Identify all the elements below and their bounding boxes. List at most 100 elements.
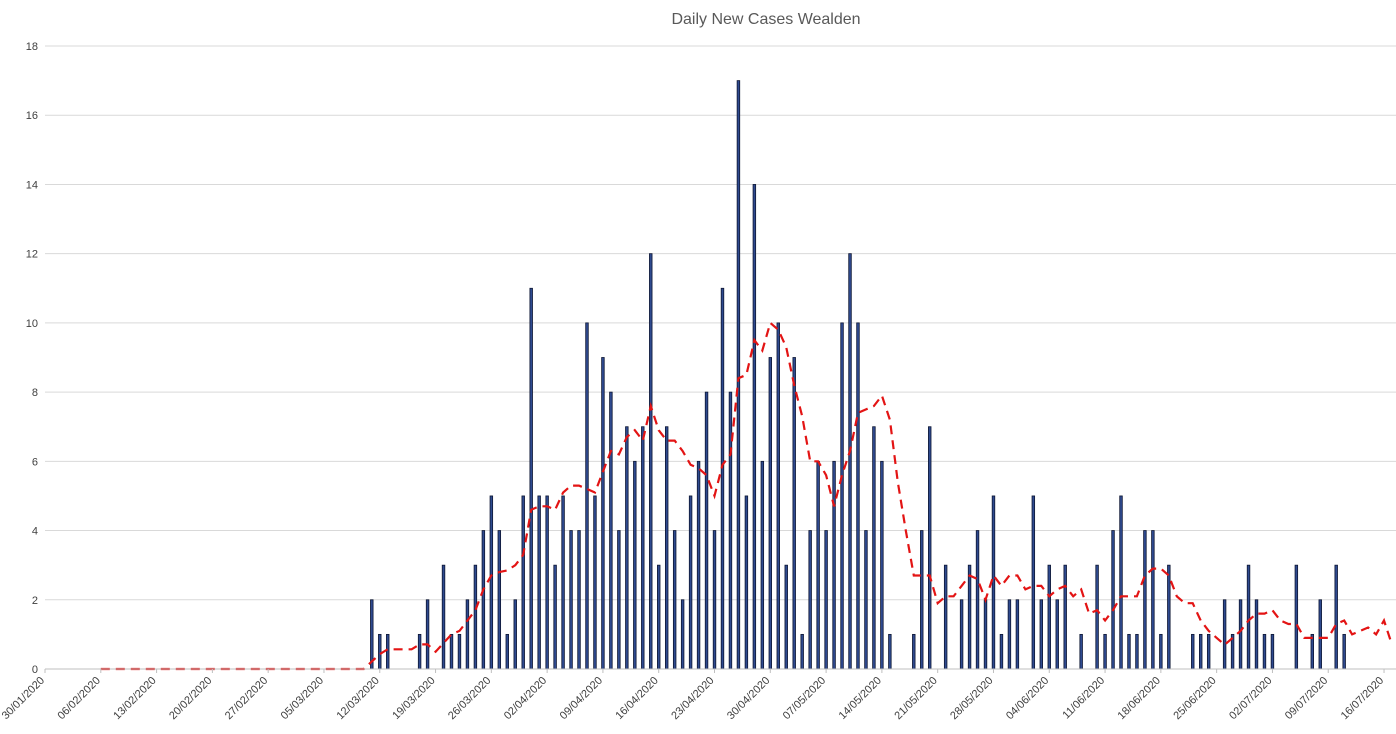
x-tick-label: 11/06/2020 [1060,675,1107,722]
bar [417,633,422,670]
moving-average-series [100,320,1394,671]
y-tick-label: 10 [26,318,38,330]
bar [728,391,733,670]
x-tick-label: 06/02/2020 [55,675,102,722]
x-tick-label: 09/04/2020 [558,675,605,722]
x-tick-label: 09/07/2020 [1283,675,1330,722]
chart-title: Daily New Cases Wealden [671,11,860,28]
bar [505,633,509,670]
bar [378,633,382,670]
bar [744,495,749,670]
bar [967,564,972,670]
bar [720,287,725,670]
bar [696,460,701,670]
x-tick-label: 19/03/2020 [390,675,437,722]
x-tick-label: 30/04/2020 [725,675,772,722]
moving-average-line [100,320,1394,671]
x-tick-label: 18/06/2020 [1116,675,1163,722]
bar [1222,599,1227,670]
bar-series [370,80,1346,670]
bar [768,357,773,670]
x-tick-label: 16/04/2020 [613,675,660,722]
bar [617,530,621,670]
y-tick-label: 6 [32,456,38,468]
bar [864,530,868,670]
bar [609,391,613,670]
bar [386,633,390,670]
x-tick-label: 13/02/2020 [111,675,158,722]
bar [959,599,964,670]
bar [912,633,916,670]
bar [1191,633,1195,670]
bar [672,530,677,670]
bar [465,599,470,670]
bar [983,599,988,670]
bar [441,564,446,670]
bar [999,633,1004,670]
bar [641,426,645,670]
bar [1254,599,1259,670]
x-tick-label: 02/07/2020 [1227,675,1274,722]
bar [1262,633,1267,670]
bar [888,633,892,670]
x-tick-label: 23/04/2020 [669,675,716,722]
bar [649,253,653,670]
x-tick-label: 05/03/2020 [279,675,326,722]
bar [497,530,502,670]
bar [481,530,486,670]
bar [824,530,828,670]
bar [1151,530,1155,670]
x-tick-label: 20/02/2020 [167,675,214,722]
bar [1119,495,1123,670]
bar [1095,564,1099,670]
bar [784,564,788,670]
bar [1063,564,1067,670]
x-tick-label: 16/07/2020 [1339,675,1386,722]
bar [991,495,996,670]
bar [808,530,812,670]
bar [752,184,757,670]
x-tick-label: 30/01/2020 [0,675,47,722]
bar [1167,564,1171,670]
y-tick-label: 0 [32,664,38,676]
x-tick-label: 25/06/2020 [1171,675,1218,722]
x-tick-label: 14/05/2020 [837,675,884,722]
bar [1270,633,1275,670]
bar [457,633,462,670]
bar [657,564,661,670]
bar [1334,564,1338,670]
bar [848,253,852,670]
bar [928,426,932,670]
bar [792,357,796,670]
bar [856,322,860,670]
y-tick-label: 16 [26,110,38,122]
x-tick-label: 27/02/2020 [223,675,270,722]
bar [569,530,573,670]
bar [537,495,541,670]
bar [1047,564,1051,670]
bar [1055,599,1059,670]
bar [1111,530,1115,670]
bar [625,426,629,670]
bar [577,530,581,670]
bar [521,495,525,670]
bar [529,287,533,670]
bar [553,564,557,670]
bar [1310,633,1314,670]
bar [370,599,374,670]
bar [704,391,709,670]
bar [680,599,685,670]
bar [513,599,517,670]
bar [736,80,741,670]
bar [1143,530,1147,670]
bar [1039,599,1044,670]
bar [1342,633,1346,670]
bar [1238,599,1243,670]
y-tick-label: 4 [32,526,38,538]
bar [449,633,454,670]
x-tick-label: 02/04/2020 [502,675,549,722]
bar [545,495,549,670]
bar [1015,599,1020,670]
bar [489,495,494,670]
